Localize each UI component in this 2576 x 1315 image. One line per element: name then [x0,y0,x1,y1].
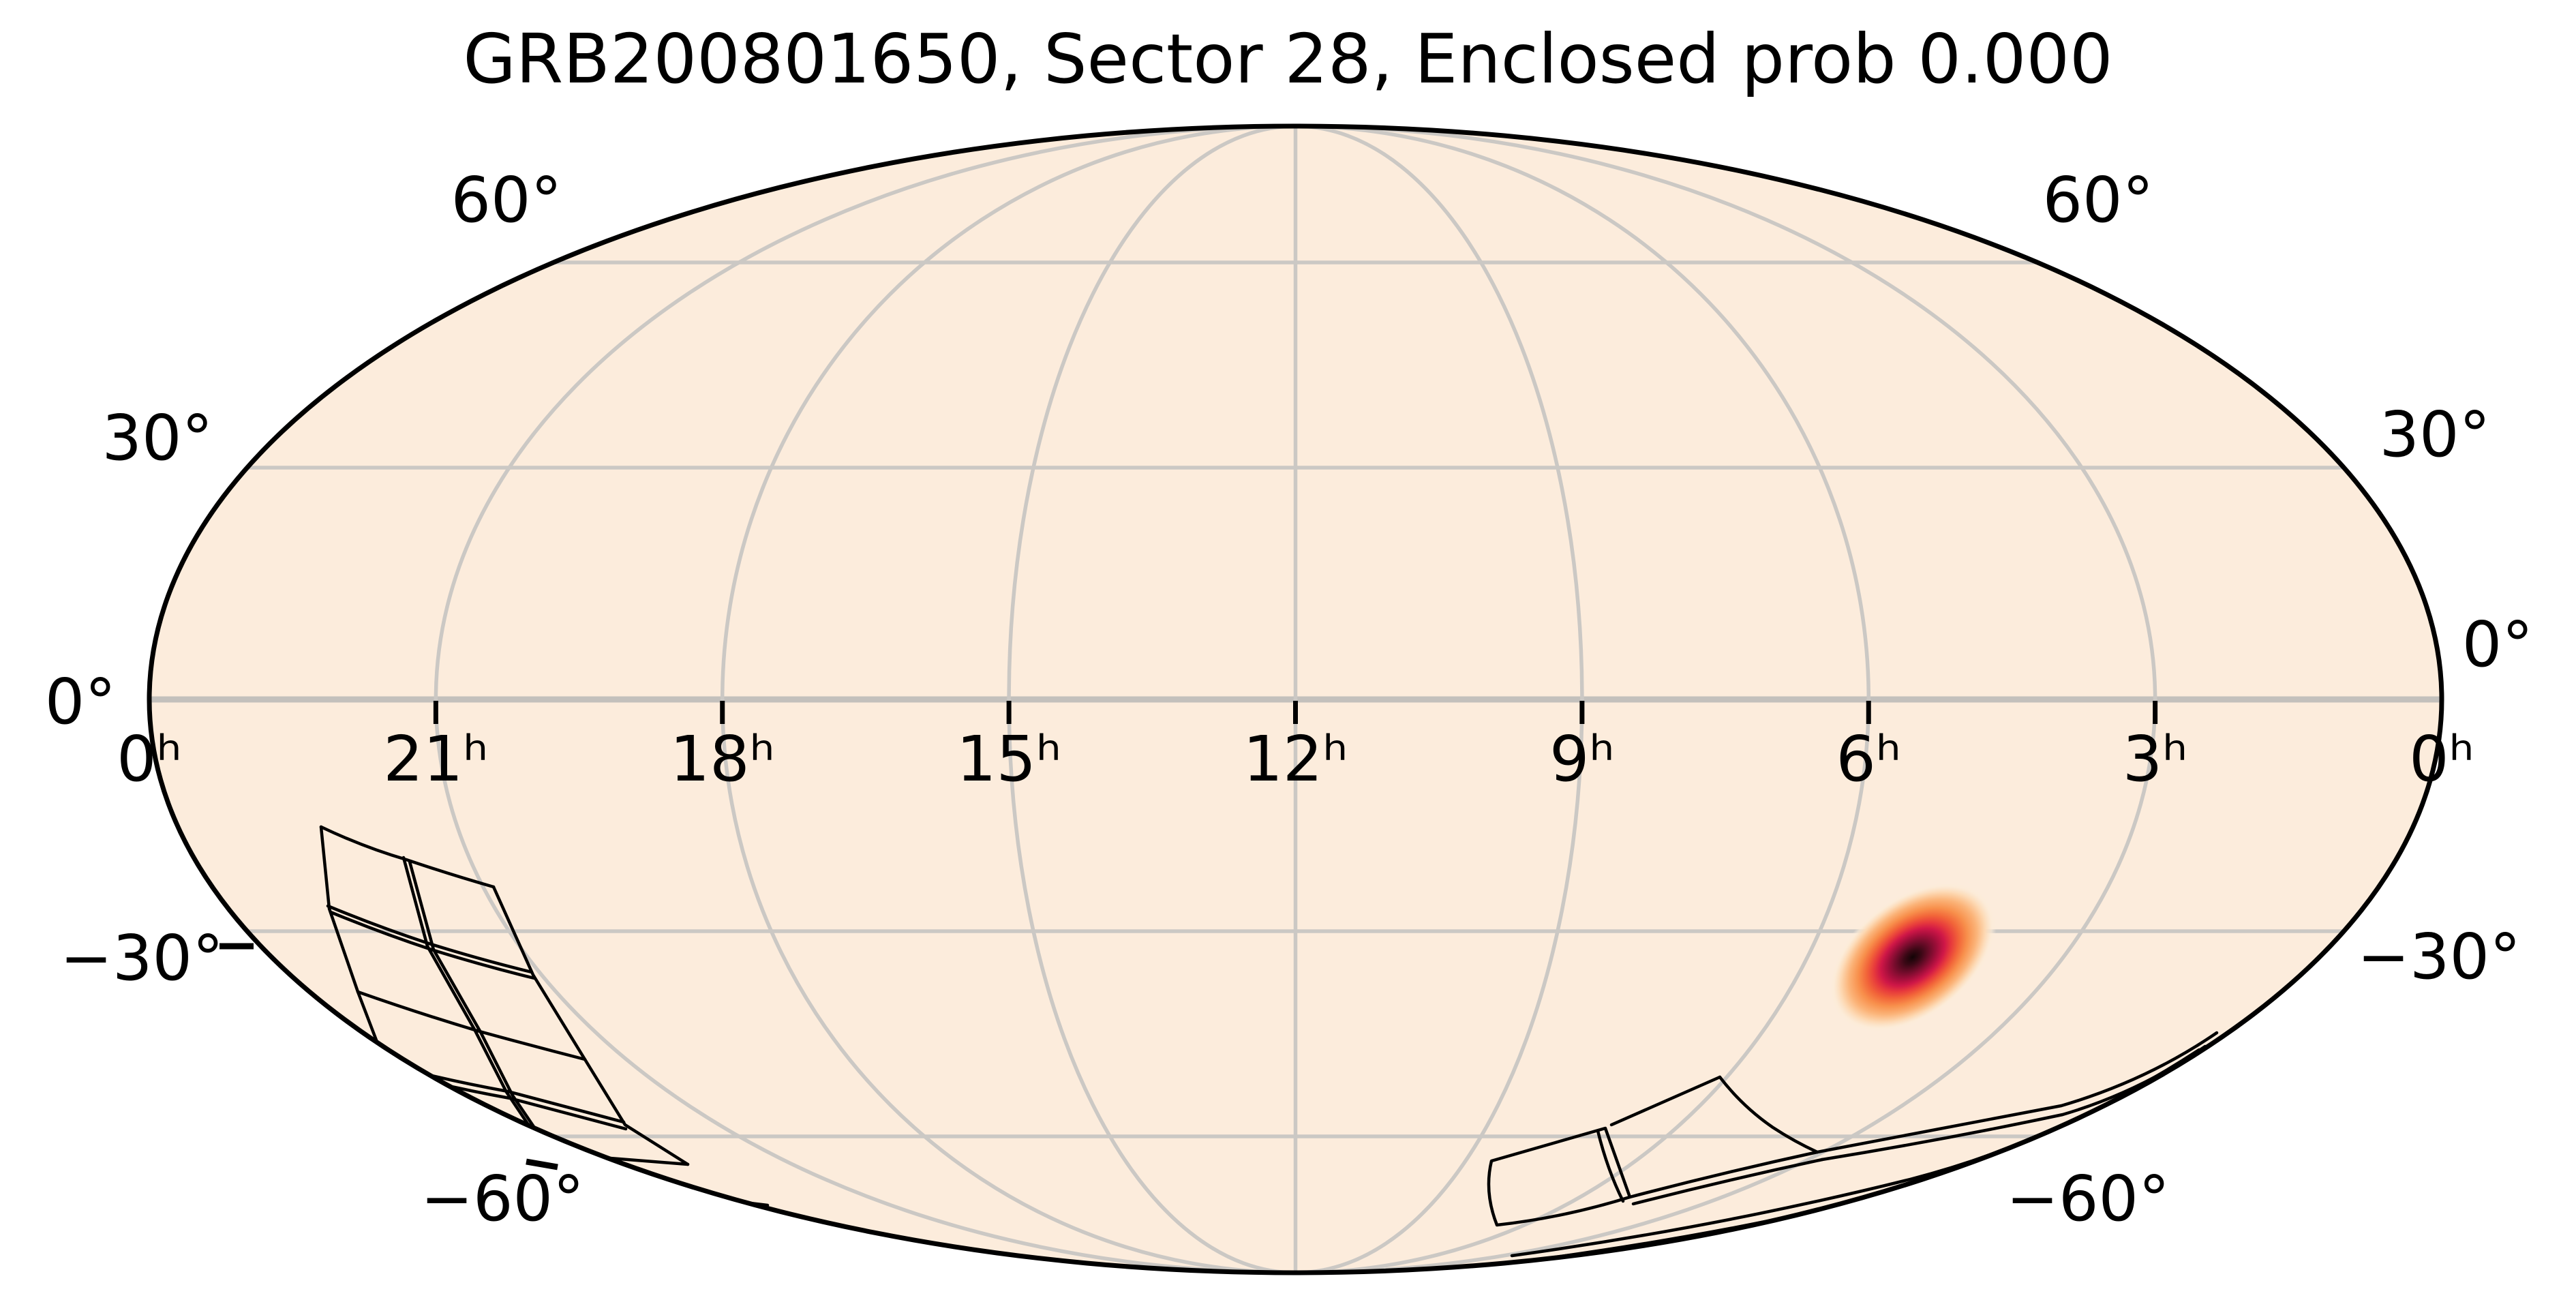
footprint-path [1815,1031,2219,1154]
dec-label: −30° [60,922,224,995]
dec-ticks [219,943,558,1170]
hour-label: 6ʰ [1836,723,1901,796]
hour-label: 0ʰ [117,723,182,796]
footprint-path [326,904,534,974]
footprint-path [1631,1158,1824,1206]
dec-label: 60° [451,164,562,237]
hour-label: 0ʰ [2409,723,2474,796]
dec-label: 30° [102,402,213,474]
dec-label: 0° [45,665,117,738]
dec-label: 0° [2462,608,2534,681]
dec-label: −30° [2357,920,2521,993]
dec-label: 30° [2379,398,2490,471]
hour-labels: 0ʰ 21ʰ 18ʰ 15ʰ 12ʰ 9ʰ 6ʰ 3ʰ 0ʰ [117,723,2474,796]
hour-label: 21ʰ [383,723,488,796]
footprint-path [329,910,536,980]
footprint-path [1609,1075,1722,1127]
footprint-path [1596,1129,1625,1203]
footprint-path [1718,1075,1819,1154]
hour-label: 12ʰ [1243,723,1348,796]
dec-labels: 60° 30° 0° −30° −60° 60° 30° 0° −30° −60° [45,164,2534,1235]
figure-title: GRB200801650, Sector 28, Enclosed prob 0… [463,19,2113,99]
hour-label: 3ʰ [2123,723,2188,796]
footprint-path [356,990,587,1061]
dec-label: 60° [2042,164,2153,237]
probability-blob-core [1829,881,1997,1033]
footprint-path [1628,1150,1819,1199]
hour-label: 15ʰ [956,723,1061,796]
hour-label: 9ʰ [1549,723,1615,796]
hour-label: 18ʰ [670,723,775,796]
dec-tick [526,1158,558,1170]
probability-blob [1829,881,1997,1033]
map-boundary [147,123,2444,1275]
footprint-path [319,825,496,889]
graticule-meridian [1007,126,1584,1273]
footprint-path [1487,1126,1632,1227]
graticule-meridian [720,126,1871,1273]
dec-label: −60° [421,1162,584,1235]
dec-label: −60° [2006,1162,2170,1235]
hour-ticks [433,701,2158,724]
graticule-meridian [434,126,2157,1273]
